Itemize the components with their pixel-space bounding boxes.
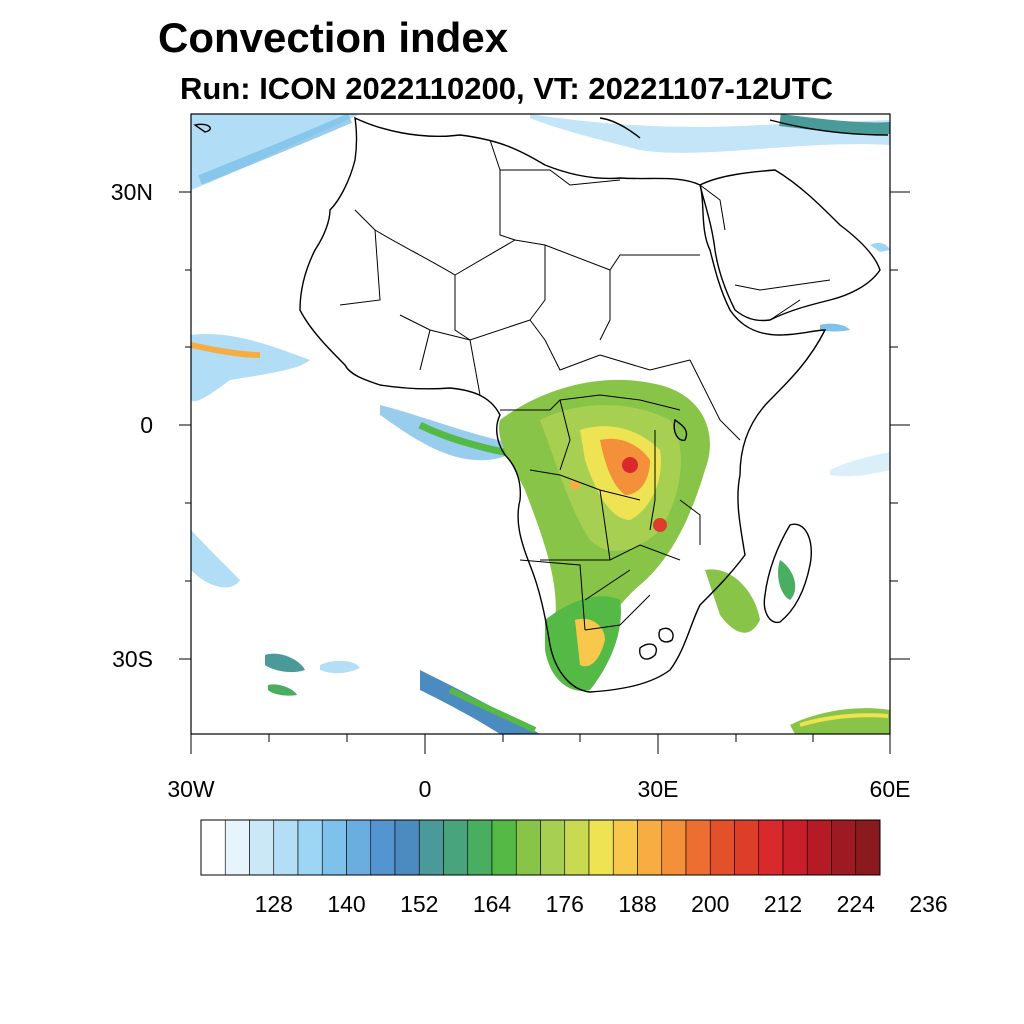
colorbar-cell xyxy=(321,819,347,876)
colorbar-cell xyxy=(734,819,760,876)
lat-label-30n: 30N xyxy=(111,179,153,205)
chart-title: Convection index xyxy=(158,14,509,61)
colorbar-cell xyxy=(443,819,469,876)
colorbar-cell xyxy=(297,819,323,876)
colorbar-cell xyxy=(346,819,372,876)
colorbar-cell xyxy=(782,819,808,876)
colorbar-cell xyxy=(540,819,566,876)
colorbar-tick-label: 164 xyxy=(473,891,512,917)
colorbar-tick-label: 236 xyxy=(909,891,947,917)
colorbar-cell xyxy=(685,819,711,876)
colorbar-cell xyxy=(273,819,299,876)
lon-label-30w: 30W xyxy=(167,776,215,802)
convection-field xyxy=(191,114,890,734)
colorbar-cell xyxy=(612,819,638,876)
colorbar-tick-label: 128 xyxy=(255,891,293,917)
colorbar-cell xyxy=(806,819,832,876)
colorbar-cell xyxy=(709,819,735,876)
colorbar-cell xyxy=(491,819,517,876)
colorbar-cell xyxy=(418,819,444,876)
colorbar-tick-label: 140 xyxy=(327,891,365,917)
colorbar-cell xyxy=(588,819,614,876)
lon-label-60e: 60E xyxy=(870,776,911,802)
colorbar-cell xyxy=(224,819,250,876)
colorbar-cell xyxy=(831,819,857,876)
colorbar-tick-label: 212 xyxy=(764,891,802,917)
colorbar-cell xyxy=(394,819,420,876)
map-panel xyxy=(191,114,890,734)
lat-label-0: 0 xyxy=(140,412,153,438)
chart-subtitle: Run: ICON 2022110200, VT: 20221107-12UTC xyxy=(180,71,834,106)
colorbar-cell xyxy=(661,819,687,876)
colorbar-cell xyxy=(758,819,784,876)
axis-labels: 30N 0 30S 30W 0 30E 60E xyxy=(111,179,911,802)
colorbar: 128 140 152 164 176 188 200 212 224 236 xyxy=(200,819,948,917)
lon-label-0: 0 xyxy=(419,776,432,802)
colorbar-tick-label: 188 xyxy=(618,891,656,917)
colorbar-tick-label: 152 xyxy=(400,891,438,917)
colorbar-cell xyxy=(515,819,541,876)
colorbar-frame xyxy=(200,819,881,876)
country-borders xyxy=(339,139,831,631)
colorbar-cell xyxy=(564,819,590,876)
colorbar-cell xyxy=(249,819,275,876)
colorbar-cell xyxy=(637,819,663,876)
colorbar-tick-label: 176 xyxy=(546,891,584,917)
colorbar-cell xyxy=(370,819,396,876)
coastlines xyxy=(193,116,889,693)
arabia-coastline xyxy=(699,169,881,322)
colorbar-cell xyxy=(200,819,226,876)
lat-label-30s: 30S xyxy=(112,646,153,672)
madagascar-coastline xyxy=(763,523,812,624)
map-frame xyxy=(179,113,910,754)
colorbar-cell xyxy=(855,819,881,876)
lon-label-30e: 30E xyxy=(638,776,679,802)
colorbar-cell xyxy=(467,819,493,876)
colorbar-tick-label: 200 xyxy=(691,891,729,917)
colorbar-tick-label: 224 xyxy=(837,891,876,917)
